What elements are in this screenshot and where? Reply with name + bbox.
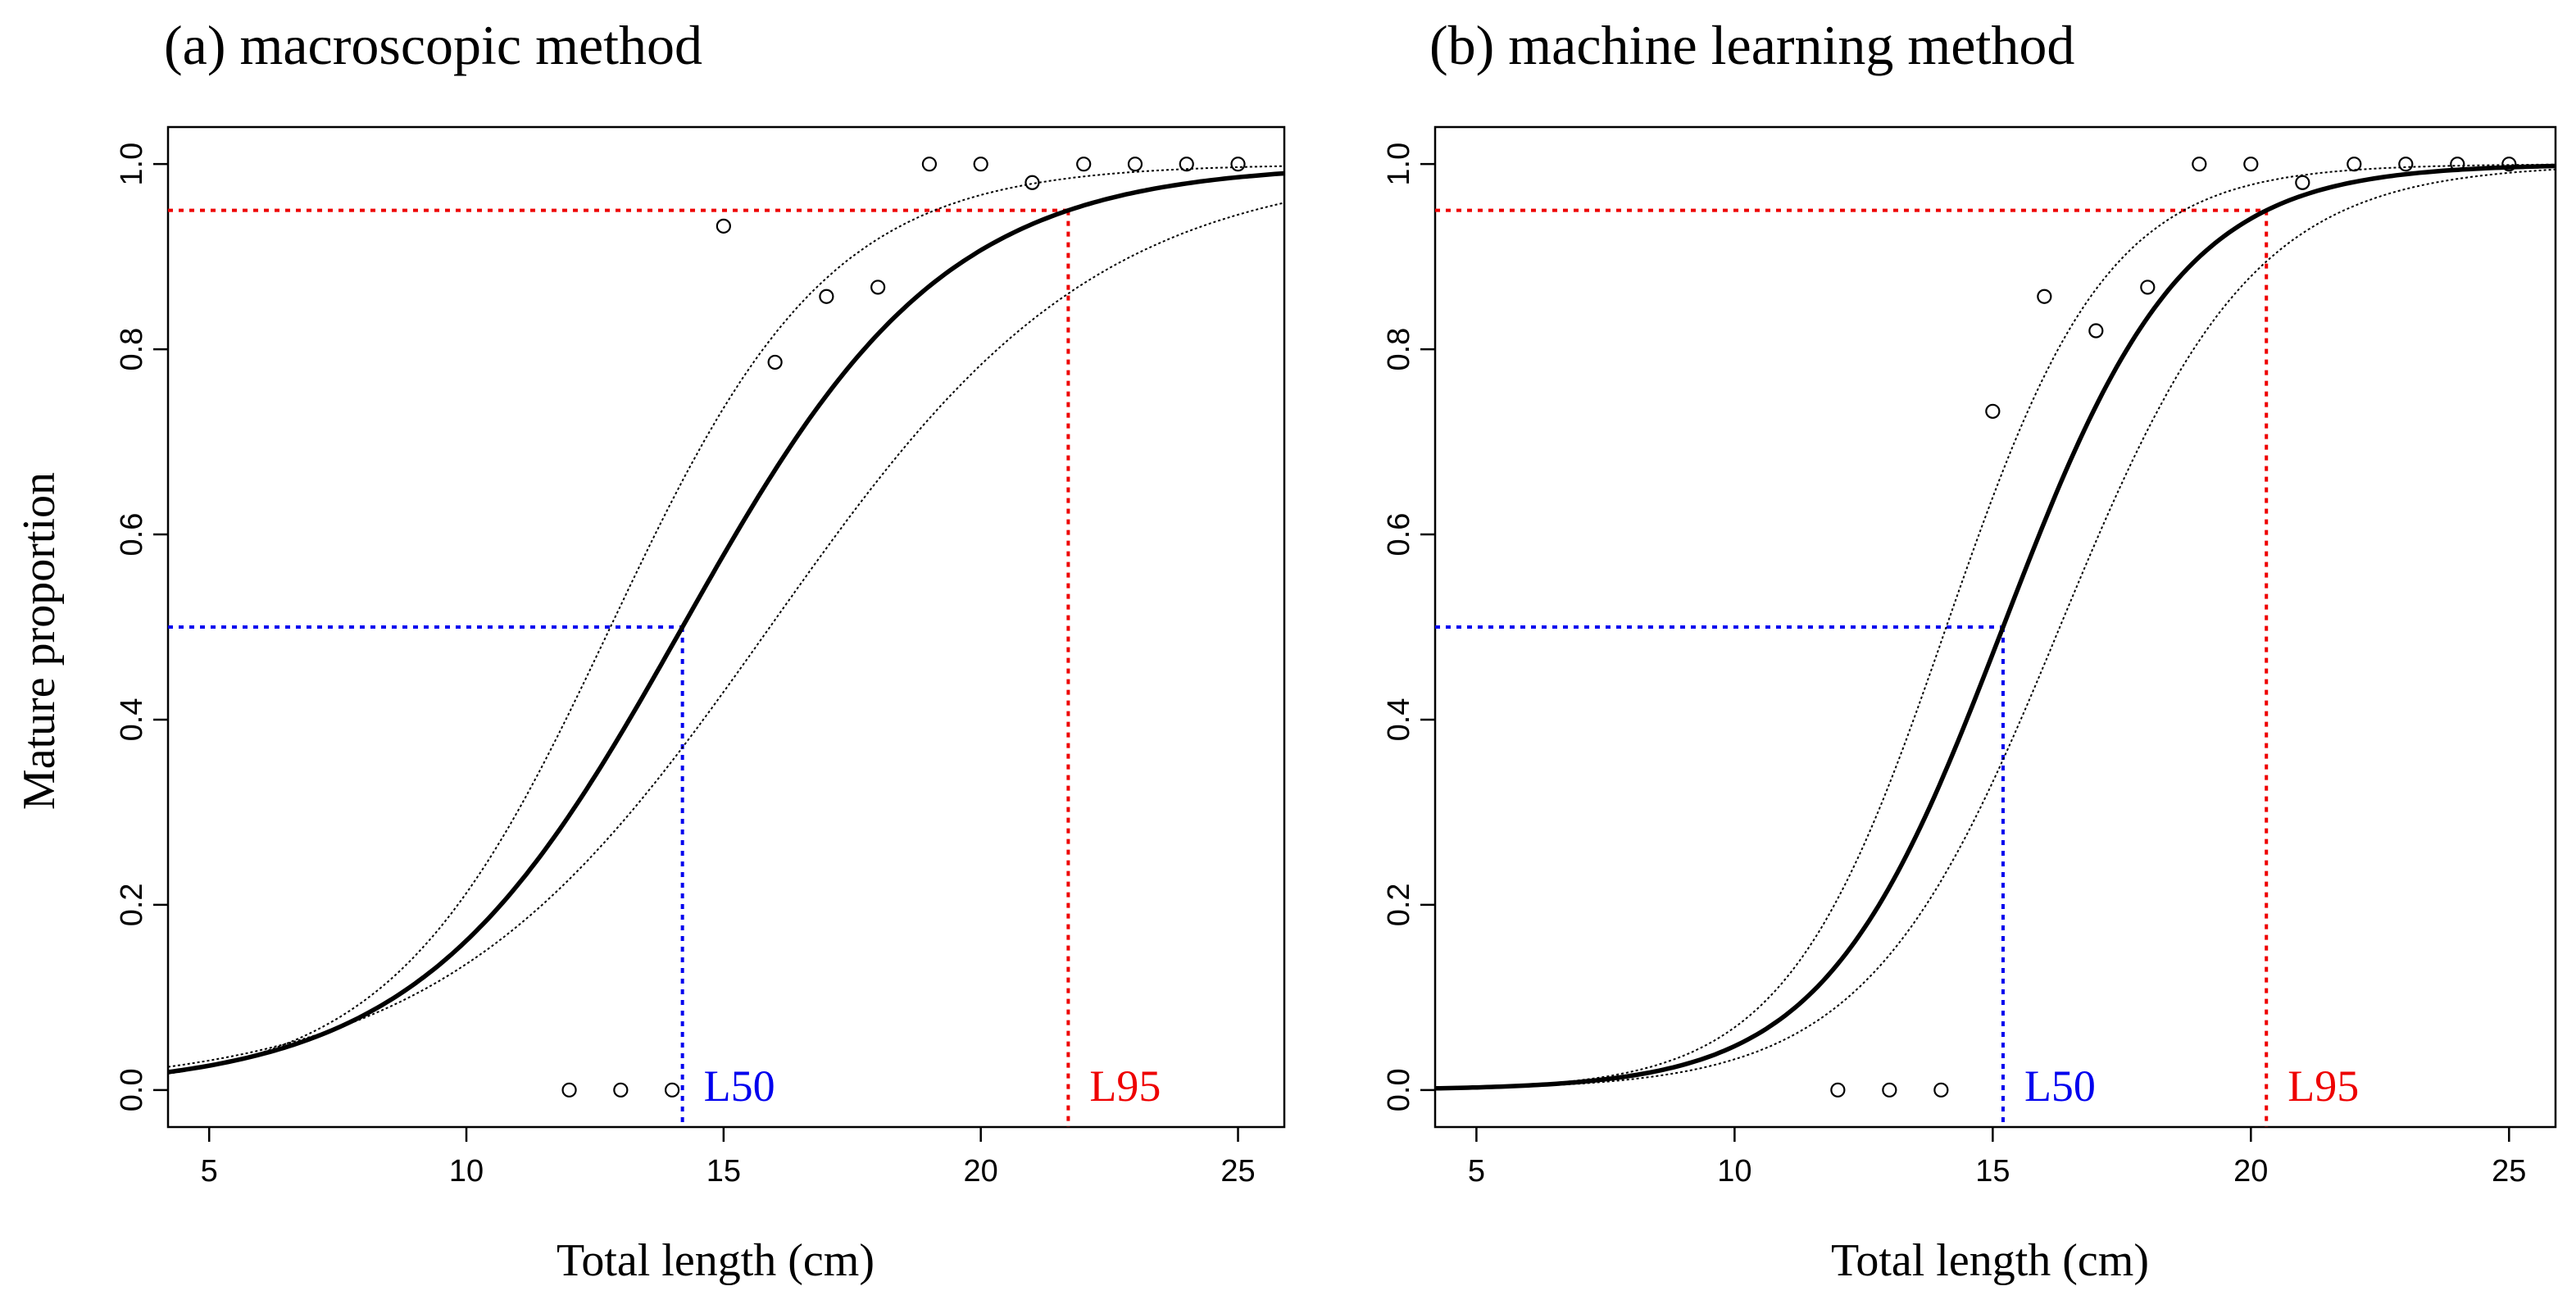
observed-point [2347, 157, 2362, 172]
l95-label: L95 [1089, 1061, 1161, 1111]
observed-point [1230, 157, 1246, 172]
observed-point [2037, 289, 2052, 304]
observed-point [2295, 175, 2310, 190]
panel-machine-learning: (b) machine learning method Total length… [1382, 14, 2557, 1286]
x-tick-label: 20 [964, 1154, 998, 1189]
y-tick-label: 0.2 [1382, 883, 1416, 926]
observed-point [921, 157, 938, 172]
y-tick-label: 0.6 [115, 513, 149, 557]
panel-title: (a) macroscopic method [164, 14, 702, 76]
l50-label: L50 [704, 1061, 775, 1111]
observed-point [1933, 1082, 1949, 1098]
ci-lower-curve [167, 202, 1285, 1068]
observed-point [973, 157, 988, 172]
observed-point [2450, 157, 2465, 172]
plot-frame [1433, 125, 2557, 1129]
panel-macroscopic: (a) macroscopic method Total length (cm)… [115, 14, 1286, 1286]
observed-point [1127, 157, 1143, 172]
observed-point [2140, 280, 2156, 295]
observed-point [716, 218, 731, 234]
x-tick-label: 20 [2233, 1154, 2268, 1189]
observed-point [1882, 1082, 1897, 1098]
observed-point [2243, 157, 2259, 172]
observed-point [561, 1082, 577, 1098]
y-tick-label: 0.0 [115, 1068, 149, 1111]
observed-point [1076, 157, 1092, 172]
x-axis-title: Total length (cm) [557, 1235, 875, 1286]
l50-label: L50 [2024, 1061, 2096, 1111]
observed-point [767, 354, 783, 370]
x-tick-label: 5 [201, 1154, 218, 1189]
y-tick-label: 0.4 [115, 698, 149, 742]
plot-frame [166, 125, 1286, 1129]
x-tick-label: 10 [1717, 1154, 1751, 1189]
observed-point [1830, 1082, 1846, 1098]
y-tick-label: 0.0 [1382, 1068, 1416, 1111]
y-tick-label: 0.6 [1382, 513, 1416, 557]
x-tick-label: 5 [1468, 1154, 1485, 1189]
y-tick-label: 0.8 [115, 328, 149, 371]
observed-point [2192, 157, 2207, 172]
observed-point [1024, 175, 1040, 190]
x-tick-label: 25 [1220, 1154, 1255, 1189]
observed-point [1985, 403, 2001, 419]
x-tick-label: 25 [2492, 1154, 2526, 1189]
fitted-logistic-curve [167, 170, 1285, 1075]
observed-point [2088, 323, 2104, 339]
y-tick-label: 0.4 [1382, 698, 1416, 742]
observed-point [664, 1082, 680, 1098]
observed-point [1179, 157, 1194, 172]
y-tick-label: 0.2 [115, 883, 149, 926]
ci-upper-curve [1434, 163, 2556, 1089]
x-tick-label: 15 [706, 1154, 741, 1189]
y-tick-label: 1.0 [115, 143, 149, 186]
x-tick-label: 10 [449, 1154, 484, 1189]
observed-point [870, 280, 886, 295]
x-tick-label: 15 [1975, 1154, 2010, 1189]
panel-title: (b) machine learning method [1429, 14, 2074, 76]
ci-lower-curve [1434, 168, 2556, 1090]
observed-point [2501, 157, 2517, 172]
y-tick-label: 0.8 [1382, 328, 1416, 371]
fitted-logistic-curve [1434, 163, 2556, 1091]
y-axis-title: Mature proportion [14, 472, 65, 810]
observed-point [819, 289, 834, 304]
x-axis-title: Total length (cm) [1831, 1235, 2149, 1286]
observed-point [613, 1082, 629, 1098]
l95-label: L95 [2288, 1061, 2359, 1111]
observed-point [2398, 157, 2414, 172]
y-tick-label: 1.0 [1382, 143, 1416, 186]
ci-upper-curve [167, 165, 1285, 1075]
